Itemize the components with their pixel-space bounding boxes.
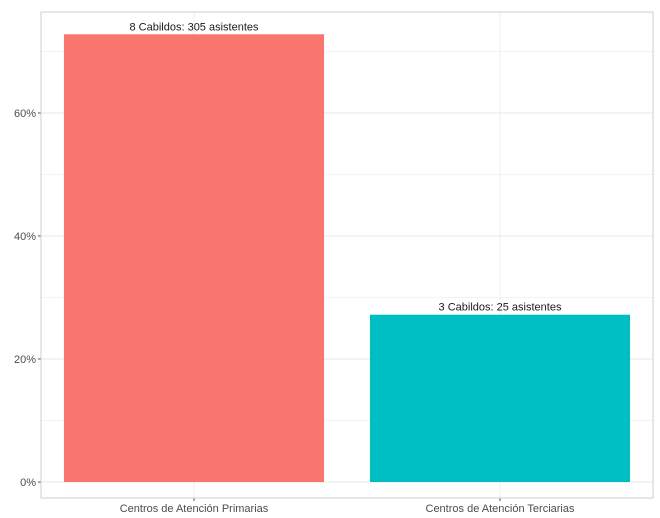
bar-data-label: 3 Cabildos: 25 asistentes: [439, 302, 562, 314]
panel-border: [40, 11, 654, 499]
x-tick-label: Centros de Atención Primarias: [120, 503, 269, 515]
bars: [63, 34, 631, 482]
y-tick-label: 60%: [14, 108, 36, 120]
x-tick-label: Centros de Atención Terciarias: [426, 503, 575, 515]
y-tick-label: 20%: [14, 354, 36, 366]
data-labels: 8 Cabildos: 305 asistentes 3 Cabildos: 25…: [129, 21, 561, 313]
bar-data-label: 8 Cabildos: 305 asistentes: [129, 21, 259, 33]
axes: 0% 20% 40% 60% Centros de Atención Primarias…: [14, 108, 575, 515]
bar: [63, 34, 325, 482]
y-tick-label: 40%: [14, 231, 36, 243]
bar: [369, 314, 631, 482]
y-tick-label: 0%: [20, 477, 36, 489]
